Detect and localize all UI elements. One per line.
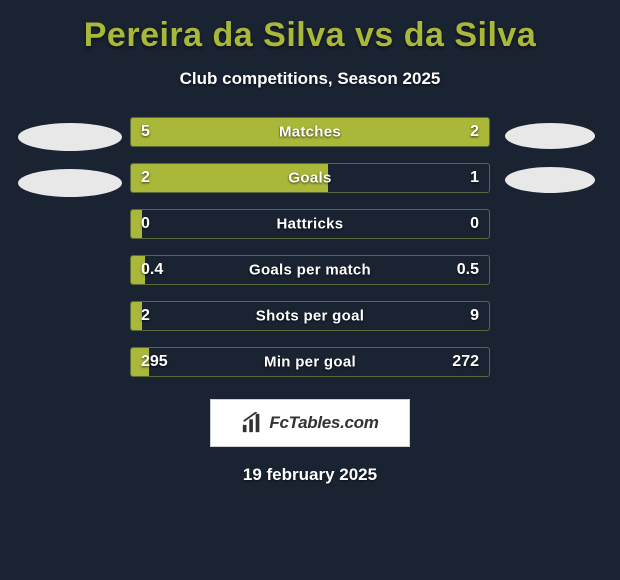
value-right: 0.5 xyxy=(457,261,479,279)
value-right: 2 xyxy=(470,123,479,141)
comparison-area: 5 2 Matches 2 1 Goals 0 0 Hattricks 0.4 0.5 Goals p… xyxy=(0,117,620,377)
watermark-chart-icon xyxy=(241,412,263,434)
stat-label: Hattricks xyxy=(277,216,344,233)
page-title: Pereira da Silva vs da Silva xyxy=(0,16,620,55)
value-right: 9 xyxy=(470,307,479,325)
value-right: 0 xyxy=(470,215,479,233)
bar-left xyxy=(131,118,385,146)
value-right: 1 xyxy=(470,169,479,187)
value-left: 2 xyxy=(141,307,150,325)
stats-bars: 5 2 Matches 2 1 Goals 0 0 Hattricks 0.4 0.5 Goals p… xyxy=(130,117,490,377)
player-left-col xyxy=(10,117,130,215)
player-right-col xyxy=(490,117,610,211)
stat-row: 295 272 Min per goal xyxy=(130,347,490,377)
stat-label: Goals per match xyxy=(249,262,371,279)
stat-row: 2 1 Goals xyxy=(130,163,490,193)
stat-row: 5 2 Matches xyxy=(130,117,490,147)
value-left: 0 xyxy=(141,215,150,233)
stat-row: 2 9 Shots per goal xyxy=(130,301,490,331)
stat-row: 0.4 0.5 Goals per match xyxy=(130,255,490,285)
date-label: 19 february 2025 xyxy=(0,465,620,485)
value-left: 295 xyxy=(141,353,168,371)
avatar-left-1 xyxy=(18,123,122,151)
stat-label: Shots per goal xyxy=(256,308,364,325)
stat-label: Matches xyxy=(279,124,341,141)
value-left: 2 xyxy=(141,169,150,187)
stat-label: Min per goal xyxy=(264,354,356,371)
value-right: 272 xyxy=(452,353,479,371)
stat-label: Goals xyxy=(288,170,331,187)
avatar-right-2 xyxy=(505,167,595,193)
value-left: 0.4 xyxy=(141,261,163,279)
avatar-right-1 xyxy=(505,123,595,149)
subtitle: Club competitions, Season 2025 xyxy=(0,69,620,89)
stat-row: 0 0 Hattricks xyxy=(130,209,490,239)
value-left: 5 xyxy=(141,123,150,141)
avatar-left-2 xyxy=(18,169,122,197)
watermark-badge: FcTables.com xyxy=(210,399,410,447)
watermark-text: FcTables.com xyxy=(269,413,378,433)
